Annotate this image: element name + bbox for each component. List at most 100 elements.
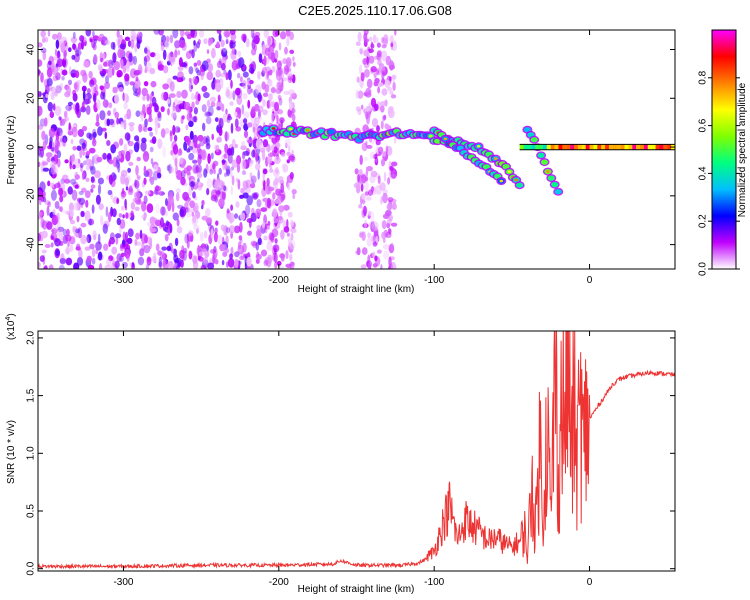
heatmap-noise-cell xyxy=(170,55,176,63)
heatmap-noise-cell xyxy=(153,189,159,195)
heatmap-dc-cell xyxy=(546,144,551,150)
heatmap-trace-cell xyxy=(547,175,555,181)
heatmap-trace-cell xyxy=(514,178,518,182)
heatmap-noise-cell xyxy=(90,176,95,183)
heatmap-noise-cell xyxy=(217,136,222,143)
y-tick-label: 1.0 xyxy=(26,446,37,460)
heatmap-noise-cell xyxy=(255,152,259,163)
heatmap-dc-cell xyxy=(643,144,648,150)
heatmap-noise-cell xyxy=(380,50,388,62)
heatmap-noise-cell xyxy=(247,159,254,164)
heatmap-noise-cell xyxy=(262,168,268,175)
heatmap-noise-cell xyxy=(260,207,268,213)
heatmap-noise-cell xyxy=(174,171,178,177)
heatmap-noise-cell xyxy=(145,61,152,73)
heatmap-noise-cell xyxy=(217,189,220,198)
heatmap-noise-cell xyxy=(108,102,113,109)
heatmap-noise-cell xyxy=(123,244,131,251)
heatmap-noise-cell xyxy=(56,52,61,59)
heatmap-noise-cell xyxy=(65,246,70,255)
heatmap-noise-cell xyxy=(258,105,264,113)
heatmap-noise-cell xyxy=(114,93,120,105)
heatmap-noise-cell xyxy=(234,118,239,128)
heatmap-noise-cell xyxy=(188,250,193,260)
heatmap-noise-cell xyxy=(120,58,124,70)
heatmap-noise-cell xyxy=(114,111,120,119)
heatmap-noise-cell xyxy=(42,220,48,230)
heatmap-noise-cell xyxy=(243,130,249,138)
heatmap-noise-cell xyxy=(383,238,386,244)
heatmap-dc-cell xyxy=(554,144,559,150)
heatmap-noise-cell xyxy=(289,31,294,41)
heatmap-noise-cell xyxy=(51,86,56,96)
heatmap-noise-cell xyxy=(138,123,143,133)
heatmap-noise-cell xyxy=(136,138,140,149)
heatmap-noise-cell xyxy=(117,162,121,173)
heatmap-noise-cell xyxy=(195,210,201,219)
heatmap-noise-cell xyxy=(86,132,92,139)
heatmap-trace-cell xyxy=(476,145,481,148)
heatmap-noise-cell xyxy=(234,251,240,258)
heatmap-noise-cell xyxy=(154,52,161,61)
heatmap-noise-cell xyxy=(93,54,98,64)
heatmap-noise-cell xyxy=(222,113,230,123)
x-tick-label: -100 xyxy=(424,275,444,286)
heatmap-dc-cell xyxy=(589,144,594,150)
heatmap-noise-cell xyxy=(62,58,67,67)
heatmap-noise-cell xyxy=(240,140,246,149)
heatmap-noise-cell xyxy=(276,60,282,70)
heatmap-noise-cell xyxy=(179,157,184,165)
heatmap-noise-cell xyxy=(47,30,51,37)
heatmap-noise-cell xyxy=(176,77,184,83)
heatmap-noise-cell xyxy=(211,133,214,141)
heatmap-noise-cell xyxy=(387,197,394,202)
heatmap-noise-cell xyxy=(81,142,87,150)
heatmap-noise-cell xyxy=(275,167,279,175)
heatmap-trace-cell xyxy=(507,170,512,173)
snr-series-line xyxy=(38,331,675,570)
heatmap-noise-cell xyxy=(206,71,214,81)
heatmap-noise-cell xyxy=(235,201,240,208)
heatmap-noise-cell xyxy=(101,39,104,45)
heatmap-noise-cell xyxy=(249,178,255,184)
heatmap-noise-cell xyxy=(116,30,120,38)
heatmap-noise-cell xyxy=(89,166,94,171)
heatmap-noise-cell xyxy=(174,237,179,247)
heatmap-noise-cell xyxy=(154,116,159,127)
heatmap-noise-cell xyxy=(274,238,278,244)
heatmap-noise-cell xyxy=(84,246,91,251)
heatmap-noise-cell xyxy=(52,103,56,111)
heatmap-noise-cell xyxy=(149,131,154,137)
heatmap-noise-cell xyxy=(91,248,96,258)
heatmap-noise-cell xyxy=(188,77,192,83)
heatmap-noise-cell xyxy=(283,90,290,95)
heatmap-noise-cell xyxy=(82,149,85,156)
heatmap-noise-cell xyxy=(221,190,226,201)
heatmap-noise-cell xyxy=(254,31,261,38)
heatmap-noise-cell xyxy=(135,232,140,240)
heatmap-noise-cell xyxy=(262,92,269,98)
heatmap-noise-cell xyxy=(72,164,76,170)
heatmap-noise-cell xyxy=(143,125,148,132)
heatmap-noise-cell xyxy=(64,234,72,242)
heatmap-noise-cell xyxy=(99,110,106,121)
heatmap-noise-cell xyxy=(86,234,92,244)
heatmap-noise-cell xyxy=(150,158,154,165)
heatmap-noise-cell xyxy=(361,104,364,110)
heatmap-noise-cell xyxy=(224,131,230,142)
heatmap-noise-cell xyxy=(143,81,149,87)
heatmap-noise-cell xyxy=(141,87,148,97)
heatmap-trace-cell xyxy=(443,137,448,141)
heatmap-noise-cell xyxy=(139,112,145,120)
heatmap-noise-cell xyxy=(57,226,65,232)
heatmap-noise-cell xyxy=(285,60,290,64)
heatmap-noise-cell xyxy=(364,180,369,192)
heatmap-noise-cell xyxy=(218,127,223,136)
heatmap-noise-cell xyxy=(289,49,295,54)
heatmap-noise-cell xyxy=(247,139,254,144)
heatmap-noise-cell xyxy=(277,95,282,101)
heatmap-noise-cell xyxy=(367,232,371,239)
heatmap-trace-cell xyxy=(516,182,524,188)
heatmap-noise-cell xyxy=(230,167,233,179)
